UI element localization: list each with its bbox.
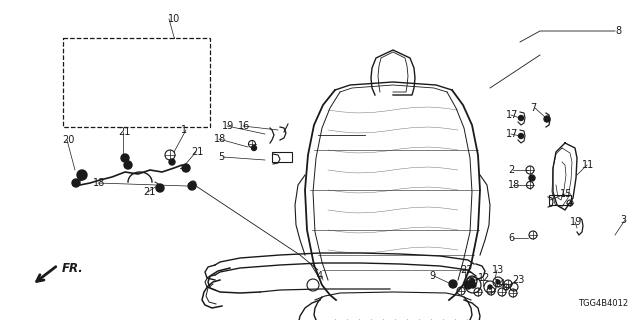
Text: TGG4B4012: TGG4B4012: [578, 299, 628, 308]
Text: 18: 18: [508, 180, 520, 190]
Circle shape: [156, 184, 164, 192]
Circle shape: [488, 285, 492, 289]
Circle shape: [529, 175, 535, 181]
Circle shape: [188, 182, 196, 190]
Text: 9: 9: [429, 271, 435, 281]
Circle shape: [77, 170, 87, 180]
Text: 11: 11: [582, 160, 595, 170]
Circle shape: [470, 278, 474, 284]
Circle shape: [169, 159, 175, 165]
Text: 10: 10: [168, 14, 180, 24]
Text: 1: 1: [181, 125, 187, 135]
Text: 13: 13: [492, 265, 504, 275]
Circle shape: [544, 116, 550, 122]
Text: 4: 4: [317, 271, 323, 281]
Text: 18: 18: [214, 134, 227, 144]
Text: 3: 3: [620, 215, 626, 225]
Circle shape: [518, 133, 524, 139]
Text: 22: 22: [460, 265, 472, 275]
Text: 20: 20: [62, 135, 74, 145]
Circle shape: [72, 179, 80, 187]
Circle shape: [470, 282, 476, 288]
Text: 17: 17: [506, 110, 518, 120]
Text: 16: 16: [238, 121, 250, 131]
Text: 15: 15: [560, 189, 572, 199]
Circle shape: [182, 164, 190, 172]
Text: 21: 21: [191, 147, 204, 157]
Text: 5: 5: [218, 152, 224, 162]
Circle shape: [121, 154, 129, 162]
Text: 21: 21: [143, 187, 156, 197]
Text: 8: 8: [615, 26, 621, 36]
Circle shape: [464, 281, 472, 289]
Text: 14: 14: [494, 279, 506, 289]
Text: 19: 19: [570, 217, 582, 227]
Text: FR.: FR.: [62, 261, 84, 275]
Circle shape: [252, 146, 257, 150]
Circle shape: [449, 280, 457, 288]
Circle shape: [496, 280, 500, 284]
Text: 23: 23: [512, 275, 524, 285]
Circle shape: [518, 116, 524, 121]
Text: 2: 2: [508, 165, 515, 175]
Circle shape: [124, 161, 132, 169]
Text: 17: 17: [506, 129, 518, 139]
Text: 6: 6: [508, 233, 514, 243]
Bar: [63, 38, 210, 127]
Text: 7: 7: [530, 103, 536, 113]
Text: 19: 19: [222, 121, 234, 131]
Text: 21: 21: [118, 127, 131, 137]
Text: 18: 18: [93, 178, 105, 188]
Text: 12: 12: [478, 273, 490, 283]
